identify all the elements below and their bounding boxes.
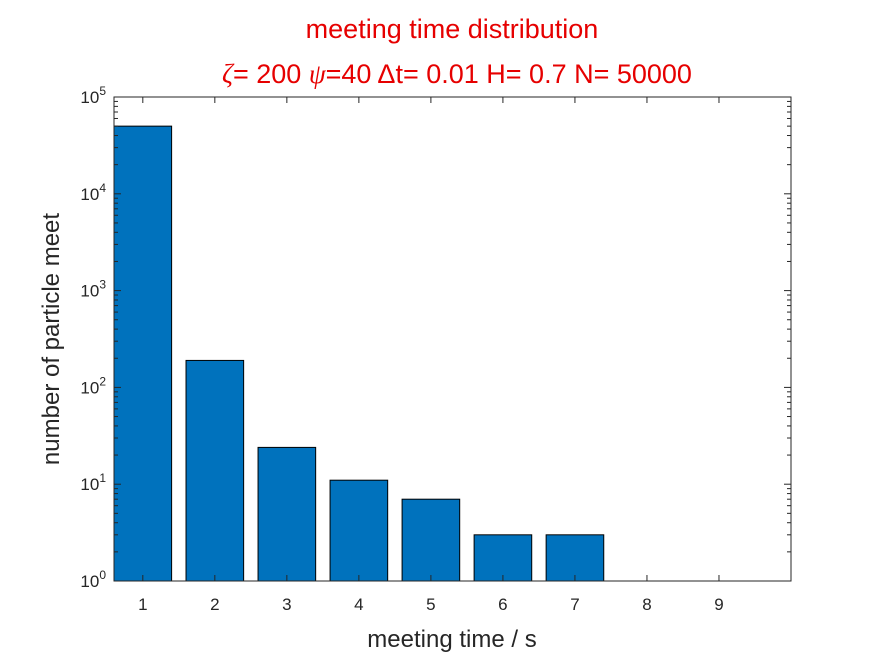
- x-tick-label: 6: [498, 595, 507, 614]
- y-tick-label: 102: [80, 374, 106, 397]
- chart-title: meeting time distribution: [306, 14, 599, 44]
- bar-4: [329, 479, 389, 582]
- dt-value: t= 0.01: [395, 59, 486, 89]
- x-tick-labels: 1 2 3 4 5 6 7 8 9: [138, 595, 724, 614]
- x-tick-label: 1: [138, 595, 147, 614]
- y-tick-label: 100: [80, 568, 106, 591]
- zeta-value: = 200: [233, 59, 309, 89]
- bar-3: [257, 446, 317, 582]
- chart-subtitle: ζ= 200 ψ=40 Δt= 0.01 H= 0.7 N= 50000: [222, 59, 692, 89]
- x-tick-label: 3: [282, 595, 291, 614]
- y-axis-label: number of particle meet: [38, 213, 65, 465]
- x-axis-label: meeting time / s: [367, 626, 536, 653]
- psi-value: =40: [326, 59, 378, 89]
- bar-2: [185, 359, 245, 582]
- y-tick-label: 103: [80, 278, 106, 301]
- x-tick-label: 8: [642, 595, 651, 614]
- x-tick-label: 2: [210, 595, 219, 614]
- y-tick-labels: 100 101 102 103 104 105: [80, 84, 106, 591]
- bar-5: [401, 498, 461, 582]
- y-tick-label: 101: [80, 471, 106, 494]
- h-value: H= 0.7: [486, 59, 574, 89]
- y-tick-label: 104: [80, 181, 106, 204]
- bar-6: [473, 534, 533, 582]
- bar-7: [545, 534, 605, 582]
- zeta-symbol: ζ: [222, 59, 235, 89]
- bar-1: [113, 125, 173, 582]
- x-tick-label: 4: [354, 595, 363, 614]
- x-tick-label: 9: [714, 595, 723, 614]
- y-tick-label: 105: [80, 84, 106, 107]
- x-tick-label: 7: [570, 595, 579, 614]
- ticks-group: [114, 96, 791, 582]
- x-tick-label: 5: [426, 595, 435, 614]
- n-value: N= 50000: [574, 59, 692, 89]
- delta-symbol: Δ: [377, 59, 395, 89]
- bars-group: [113, 125, 605, 582]
- plot-frame: [113, 96, 792, 582]
- psi-symbol: ψ: [309, 59, 327, 89]
